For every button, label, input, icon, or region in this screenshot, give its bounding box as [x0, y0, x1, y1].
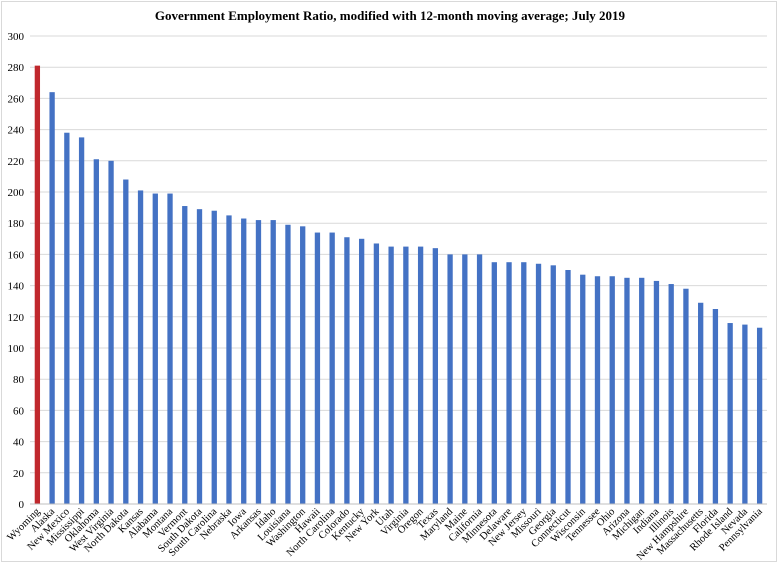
bar-hawaii — [314, 232, 321, 504]
bar-pennsylvania — [756, 327, 763, 504]
bar-texas — [432, 248, 439, 504]
bar-new-mexico — [64, 132, 70, 504]
bar-alaska — [49, 92, 55, 504]
bar-vermont — [182, 206, 188, 505]
bar-idaho — [270, 220, 276, 504]
bar-utah — [388, 246, 394, 504]
bar-new-jersey — [521, 262, 527, 504]
bar-michigan — [639, 277, 645, 504]
bar-florida — [712, 309, 719, 504]
bar-new-york — [373, 243, 380, 505]
bar-montana — [167, 193, 173, 504]
bar-missouri — [535, 263, 542, 504]
bar-ohio — [609, 276, 615, 504]
bar-new-hampshire — [683, 288, 689, 504]
bar-arkansas — [255, 220, 262, 504]
y-tick-label: 120 — [8, 312, 25, 324]
bar-oregon — [417, 246, 424, 504]
bar-alabama — [152, 193, 158, 504]
bar-nebraska — [226, 215, 232, 504]
y-tick-label: 180 — [8, 218, 25, 230]
bar-maine — [462, 254, 468, 504]
bar-virginia — [403, 246, 409, 504]
bar-kansas — [137, 190, 144, 504]
y-tick-label: 260 — [8, 93, 25, 105]
bar-south-dakota — [196, 209, 203, 504]
bar-illinois — [668, 284, 674, 504]
chart-title: Government Employment Ratio, modified wi… — [154, 8, 626, 23]
bar-wyoming — [34, 65, 41, 504]
bar-colorado — [344, 237, 350, 505]
bar-west-virginia — [108, 160, 114, 505]
bar-mississippi — [78, 137, 85, 504]
bar-delaware — [506, 262, 512, 504]
bar-louisiana — [285, 224, 291, 504]
y-tick-label: 40 — [13, 437, 25, 449]
bar-california — [476, 254, 483, 504]
y-tick-label: 0 — [19, 499, 25, 511]
y-tick-label: 220 — [8, 156, 25, 168]
bar-north-carolina — [329, 232, 335, 504]
y-tick-label: 200 — [8, 187, 25, 199]
y-tick-label: 20 — [13, 468, 25, 480]
bar-tennessee — [594, 276, 601, 504]
y-axis-tick-labels: 0 20 40 60 80 100 120 140 160 180 200 220 240 260 280 3… — [8, 31, 25, 511]
bar-kentucky — [358, 238, 365, 505]
y-tick-label: 100 — [8, 343, 25, 355]
y-tick-label: 240 — [8, 125, 25, 137]
y-tick-label: 160 — [8, 249, 25, 261]
bar-georgia — [550, 265, 556, 504]
bar-indiana — [653, 280, 660, 504]
bars — [34, 65, 763, 505]
y-tick-label: 300 — [8, 31, 25, 43]
bar-arizona — [624, 277, 630, 504]
y-tick-label: 60 — [13, 405, 25, 417]
bar-wisconsin — [580, 274, 586, 504]
bar-massachusetts — [698, 302, 704, 504]
bar-connecticut — [565, 270, 571, 504]
y-tick-label: 140 — [8, 281, 25, 293]
y-tick-label: 80 — [13, 374, 25, 386]
bar-nevada — [742, 324, 748, 504]
bar-iowa — [241, 218, 247, 504]
bar-rhode-island — [727, 323, 733, 504]
y-tick-label: 280 — [8, 62, 25, 74]
bar-washington — [300, 226, 306, 504]
bar-minnesota — [491, 262, 497, 504]
bar-oklahoma — [93, 159, 99, 505]
bar-south-carolina — [211, 210, 217, 504]
bar-north-dakota — [123, 179, 129, 504]
bar-maryland — [447, 254, 453, 504]
